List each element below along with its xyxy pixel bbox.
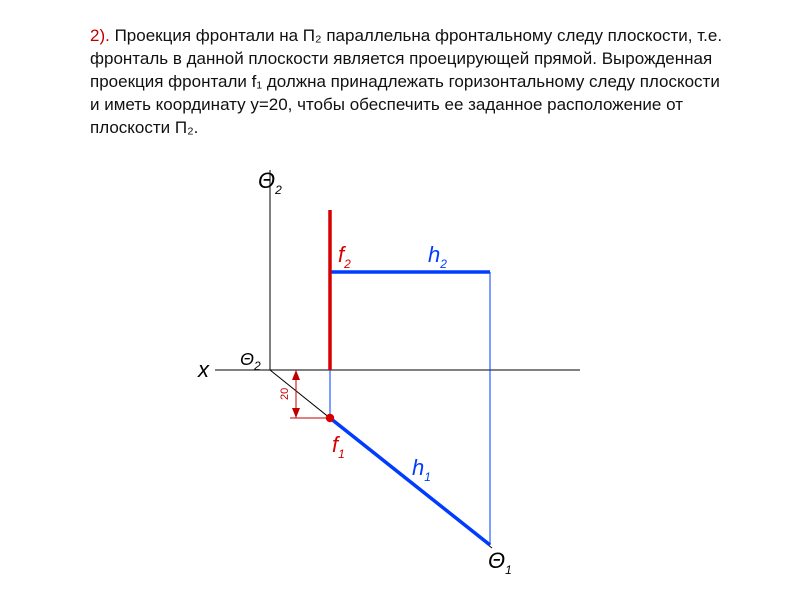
label-theta2-top: Θ2	[258, 168, 282, 197]
label-f1: f1	[332, 432, 345, 461]
point-f1	[326, 414, 334, 422]
line-h1	[330, 418, 490, 545]
label-theta1-bottom: Θ1	[488, 548, 512, 577]
label-h1: h1	[412, 455, 431, 484]
dim-arrow-bot	[292, 408, 300, 418]
lead-number: 2).	[90, 26, 110, 45]
label-f2: f2	[338, 242, 351, 271]
label-dim20: 20	[279, 388, 291, 400]
label-h2: h2	[428, 242, 447, 271]
page: 2). Проекция фронтали на П₂ параллельна …	[0, 0, 800, 600]
label-theta2-origin: Θ2	[240, 349, 261, 373]
diagram: Θ2 Θ2 Θ1 x f2 f1 h2 h1 20	[160, 170, 660, 590]
body-text: Проекция фронтали на П₂ параллельна фрон…	[90, 26, 722, 137]
description-paragraph: 2). Проекция фронтали на П₂ параллельна …	[90, 25, 730, 140]
dim-arrow-top	[292, 370, 300, 380]
label-x: x	[197, 357, 210, 382]
